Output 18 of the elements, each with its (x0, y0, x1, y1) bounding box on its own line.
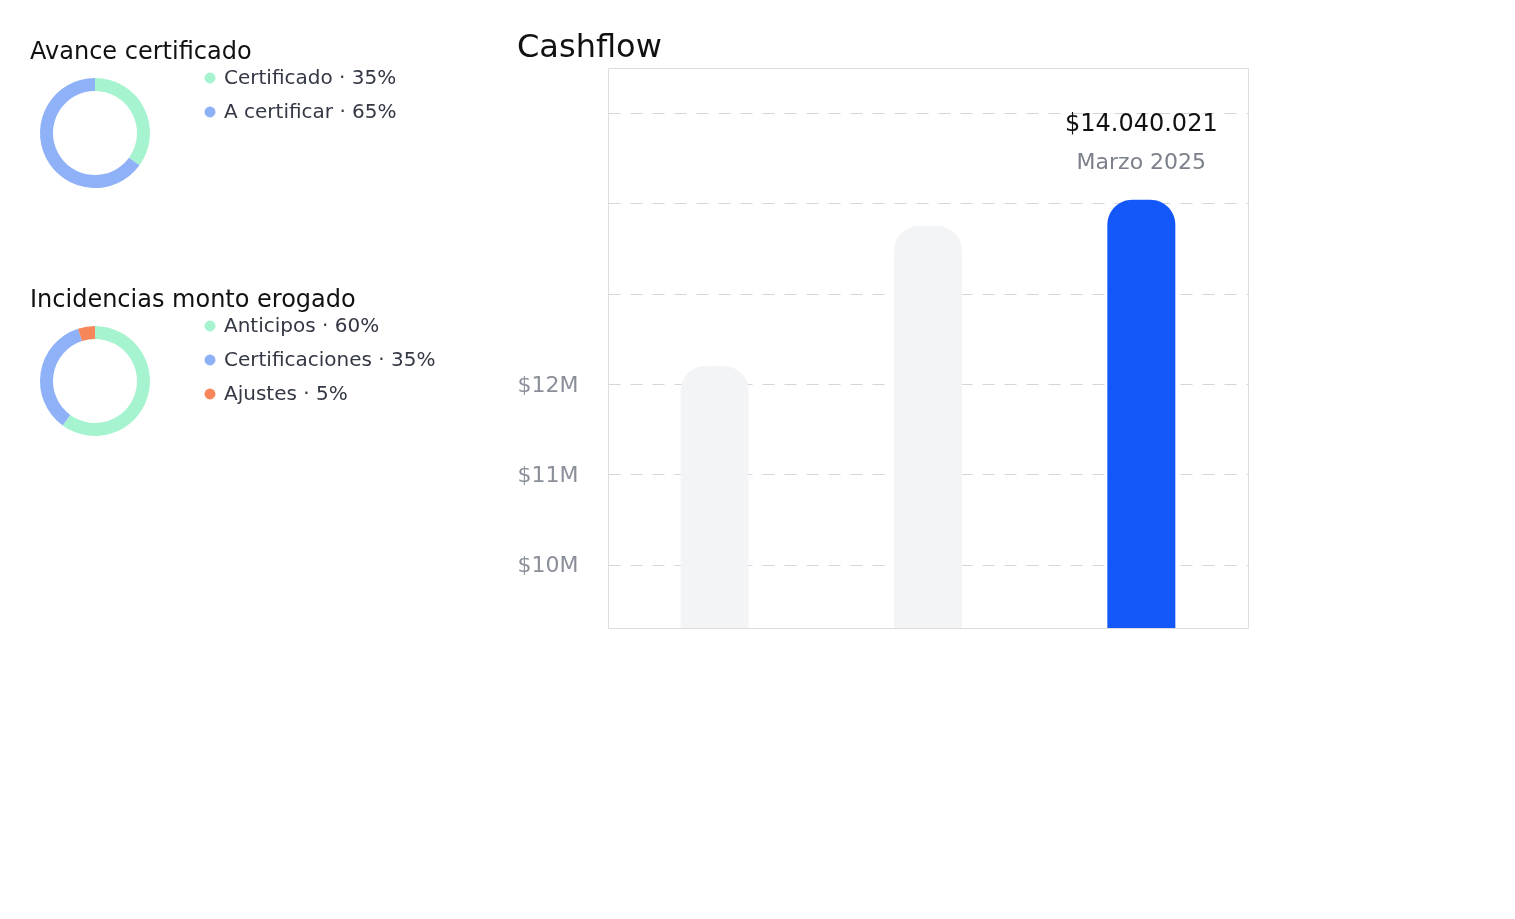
donut-slice (95, 78, 150, 166)
legend-label: A certificar · 65% (224, 99, 397, 123)
annotation: Marzo 2025 (1076, 148, 1207, 174)
chart-title: Incidencias monto erogado (30, 285, 356, 313)
donut-slice (40, 328, 83, 426)
donut-slice (78, 326, 95, 342)
annotation: $14.040.021 (1064, 108, 1218, 137)
donut-slice (40, 78, 140, 188)
y-tick-label: $10M (517, 552, 579, 578)
y-tick-label: $11M (517, 461, 579, 487)
legend-label: Certificaciones · 35% (224, 347, 436, 371)
chart-title: Cashflow (517, 27, 662, 65)
donut-slice (62, 326, 150, 436)
legend-label: Anticipos · 60% (224, 313, 380, 337)
legend-label: Ajustes · 5% (224, 381, 348, 405)
chart-title: Avance certificado (30, 37, 252, 65)
y-tick-label: $12M (517, 371, 579, 397)
legend-label: Certificado · 35% (224, 65, 397, 89)
